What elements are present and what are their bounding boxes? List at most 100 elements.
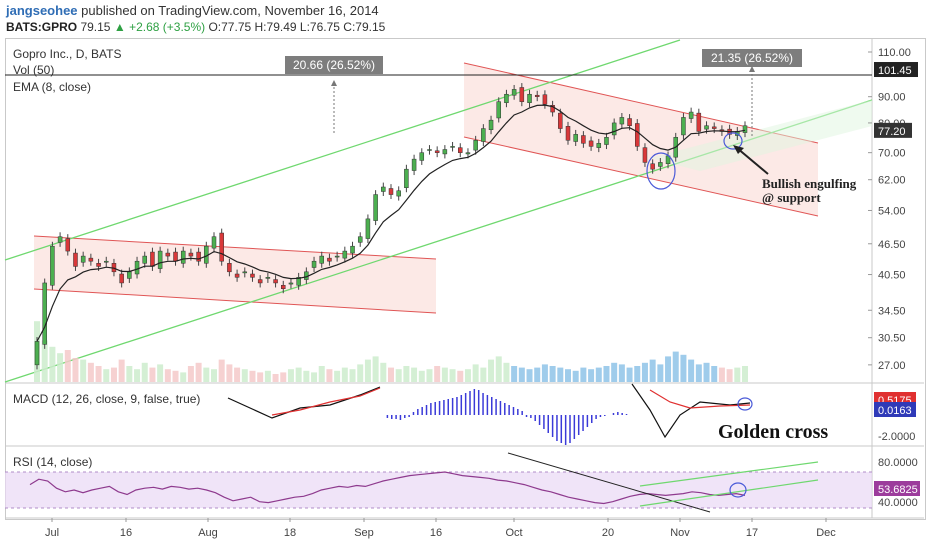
volume-bar	[64, 350, 71, 382]
volume-bar	[287, 369, 294, 382]
volume-bar	[195, 362, 202, 382]
candle-body	[180, 250, 186, 264]
candle-body	[488, 119, 494, 130]
candle-body	[265, 277, 271, 279]
volume-bar	[118, 359, 125, 382]
volume-bar	[203, 367, 210, 382]
volume-bar	[264, 370, 271, 382]
volume-bar	[372, 356, 379, 382]
volume-bar	[672, 351, 679, 382]
volume-bar	[495, 356, 502, 382]
rsi-tick-label: 40.0000	[878, 497, 918, 509]
volume-bar	[72, 358, 79, 382]
annotation-arrow	[736, 147, 769, 175]
volume-bar	[588, 369, 595, 382]
candle-body	[257, 279, 263, 284]
price-tick-label: 90.00	[878, 92, 906, 104]
candle-body	[581, 135, 586, 144]
publish-text: published on TradingView.com, November 1…	[81, 3, 379, 18]
high-value: H:79.49	[254, 20, 297, 34]
candle-body	[681, 117, 686, 136]
volume-bar	[357, 364, 364, 382]
volume-bar	[241, 369, 248, 382]
volume-bar	[87, 362, 94, 382]
candle-body	[688, 111, 694, 119]
publish-info: jangseohee published on TradingView.com,…	[6, 3, 379, 18]
volume-bar	[187, 366, 194, 382]
volume-bar	[742, 366, 748, 382]
candle-body	[496, 101, 501, 119]
rsi-circle	[729, 482, 747, 498]
volume-bar	[457, 370, 464, 382]
candle-body	[342, 250, 348, 259]
candle-body	[619, 117, 625, 125]
volume-bar	[388, 367, 394, 382]
candle-body	[527, 93, 532, 103]
candle-body	[80, 255, 86, 263]
candle-body	[411, 158, 417, 171]
candle-body	[458, 147, 463, 153]
candle-body	[373, 194, 378, 221]
volume-bar	[649, 359, 656, 382]
low-value: L:76.75	[299, 20, 340, 34]
candle-body	[442, 149, 448, 155]
price-label-resistance-bg	[874, 62, 918, 78]
candle-body	[696, 112, 702, 132]
candle-body	[404, 168, 409, 188]
volume-bar	[480, 367, 487, 382]
candle-body	[542, 94, 548, 105]
volume-bar	[595, 367, 602, 382]
channel-line-left-top	[33, 235, 437, 260]
candle-body	[519, 87, 525, 102]
price-tick-label: 54.00	[878, 205, 906, 217]
volume-bar	[618, 364, 625, 382]
candle-body	[334, 255, 340, 258]
engulfing-circle-2	[723, 132, 743, 150]
symbol: BATS:GPRO	[6, 20, 78, 34]
golden-cross-circle	[737, 397, 753, 411]
candle-body	[611, 122, 617, 136]
time-axis: Jul 16 Aug 18 Sep 16 Oct 20 Nov 17 Dec	[45, 518, 836, 539]
volume-bar	[603, 366, 610, 382]
candle-body	[711, 126, 717, 129]
candle-body	[134, 260, 140, 275]
uptrend-line-top	[4, 39, 681, 261]
uptrend-fill	[650, 100, 872, 171]
candle-body	[511, 89, 517, 96]
candle-body	[588, 140, 594, 147]
price-axis: 110.00101.4590.0080.0077.2070.0062.0054.…	[868, 47, 918, 372]
volume-bar	[541, 364, 548, 382]
candle-body	[473, 140, 478, 151]
rsi-channel-top	[639, 461, 819, 487]
volume-bar	[211, 369, 217, 382]
volume-bar	[80, 359, 87, 382]
candle-body	[504, 93, 509, 103]
price-tick-label: 27.00	[878, 360, 906, 372]
volume-bar	[734, 367, 741, 382]
volume-bar	[280, 372, 287, 382]
volume-bar	[318, 366, 325, 382]
volume-bar	[580, 367, 587, 382]
candle-body	[242, 271, 248, 274]
candle-body	[296, 277, 301, 286]
candle-body	[319, 255, 324, 264]
rsi-line	[29, 471, 746, 505]
engulfing-text: Bullish engulfing	[762, 176, 857, 191]
candle-body	[227, 263, 232, 273]
arrow-head-icon	[749, 66, 755, 72]
close-value: C:79.15	[343, 20, 386, 34]
volume-bar	[172, 370, 179, 382]
time-tick-label: Sep	[354, 527, 374, 539]
volume-bar	[718, 367, 725, 382]
volume-bar	[149, 367, 156, 382]
open-value: O:77.75	[208, 20, 252, 34]
volume-bar	[326, 369, 333, 382]
volume-bar	[426, 369, 433, 382]
volume-bar	[303, 370, 310, 382]
time-tick-label: 16	[120, 527, 132, 539]
volume-bar	[95, 366, 102, 382]
price-label-last-bg	[874, 122, 912, 138]
author-link[interactable]: jangseohee	[6, 3, 78, 18]
candle-body	[157, 250, 163, 269]
